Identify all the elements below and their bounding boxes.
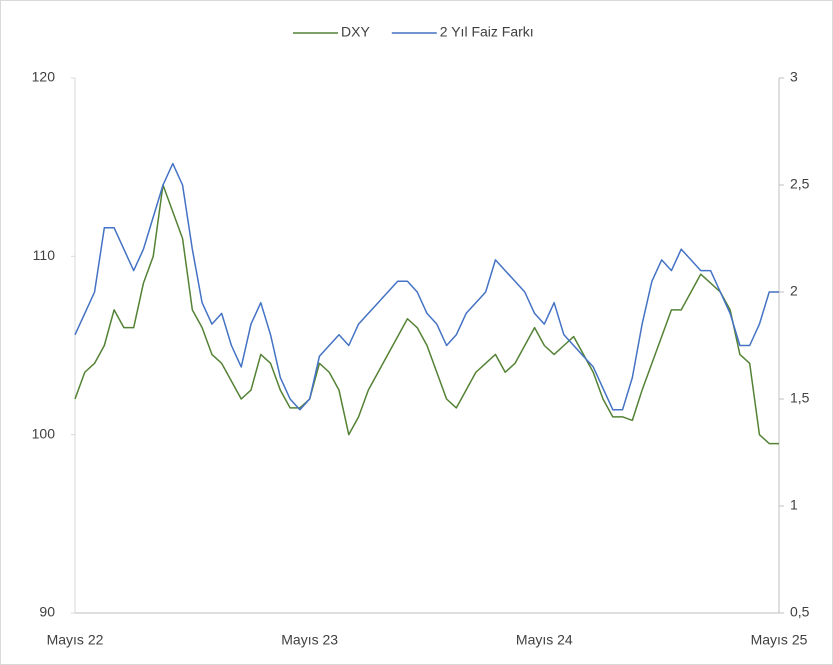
y2-tick-label: 1,5 xyxy=(790,390,810,406)
y-tick-label: 90 xyxy=(39,604,55,620)
y2-tick-label: 3 xyxy=(790,69,798,85)
series-line xyxy=(74,184,779,445)
x-tick-label: Mayıs 23 xyxy=(281,632,338,648)
y2-tick-label: 1 xyxy=(790,497,798,513)
y2-tick-label: 2 xyxy=(790,283,798,299)
legend-label: 2 Yıl Faiz Farkı xyxy=(440,24,534,40)
x-tick-label: Mayıs 22 xyxy=(47,632,104,648)
series-line xyxy=(74,162,779,411)
legend-label: DXY xyxy=(341,24,370,40)
x-tick-label: Mayıs 24 xyxy=(516,632,573,648)
y-tick-label: 120 xyxy=(32,69,56,85)
y-tick-label: 110 xyxy=(33,247,56,263)
y2-tick-label: 2,5 xyxy=(790,176,810,192)
y-tick-label: 100 xyxy=(32,425,56,441)
x-tick-label: Mayıs 25 xyxy=(751,632,808,648)
y2-tick-label: 0,5 xyxy=(790,604,810,620)
